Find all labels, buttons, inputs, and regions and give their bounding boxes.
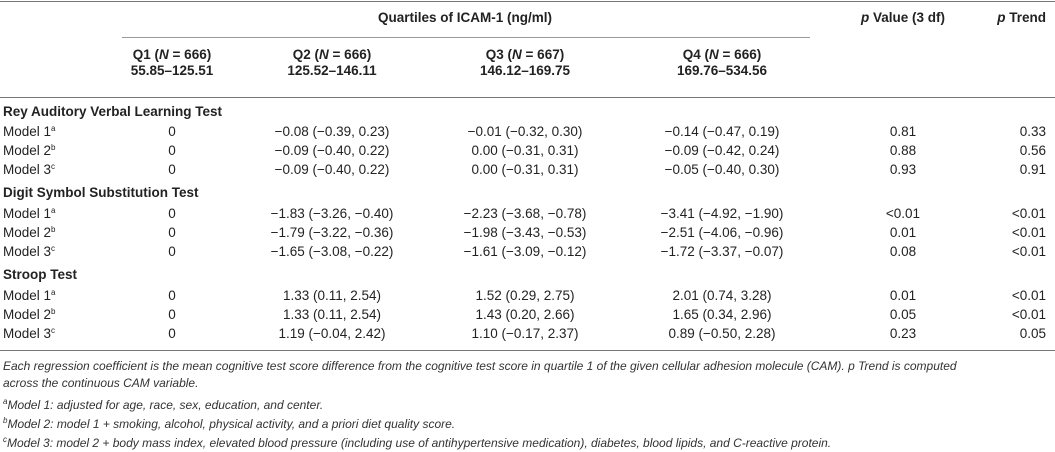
- cell-q2: 1.19 (−0.04, 2.42): [278, 326, 386, 341]
- cell-q2: −0.08 (−0.39, 0.23): [274, 124, 390, 139]
- cell-q4: 2.01 (0.74, 3.28): [672, 288, 772, 303]
- cell-p-value: 0.23: [889, 326, 917, 341]
- cell-p-trend: <0.01: [1011, 225, 1046, 240]
- q4-header: Q4 (N = 666) 169.76–534.56: [676, 47, 768, 78]
- cell-q3: −2.23 (−3.68, −0.78): [463, 206, 587, 221]
- section-title-stroop: Stroop Test: [3, 267, 77, 282]
- footnote-main: Each regression coefficient is the mean …: [3, 358, 957, 392]
- cell-q2: −1.79 (−3.22, −0.36): [270, 225, 394, 240]
- cell-p-trend: 0.91: [1019, 162, 1046, 177]
- quartiles-group-header: Quartiles of ICAM-1 (ng/ml): [377, 10, 552, 25]
- cell-q2: 1.33 (0.11, 2.54): [282, 288, 382, 303]
- footnote-c: cModel 3: model 2 + body mass index, ele…: [3, 435, 832, 451]
- cell-q4: −3.41 (−4.92, −1.90): [660, 206, 784, 221]
- cell-q3: 1.43 (0.20, 2.66): [475, 307, 575, 322]
- p-value-header: p Value (3 df): [860, 10, 946, 25]
- cell-q3: −1.98 (−3.43, −0.53): [463, 225, 587, 240]
- cell-q3: −1.61 (−3.09, −0.12): [463, 244, 587, 259]
- cell-q1: 0: [168, 143, 176, 158]
- cell-p-value: 0.93: [889, 162, 917, 177]
- row-label: Model 1a: [3, 124, 56, 139]
- cell-p-value: 0.88: [889, 143, 917, 158]
- cell-q4: −0.14 (−0.47, 0.19): [664, 124, 780, 139]
- cell-q4: −0.05 (−0.40, 0.30): [664, 162, 780, 177]
- quartile-group-rule: [122, 37, 810, 38]
- row-label: Model 2b: [3, 143, 56, 158]
- cell-p-value: 0.01: [889, 288, 917, 303]
- cell-q1: 0: [168, 288, 176, 303]
- cell-q4: −0.09 (−0.42, 0.24): [664, 143, 780, 158]
- cell-p-trend: <0.01: [1011, 244, 1046, 259]
- cell-q1: 0: [168, 244, 176, 259]
- cell-q1: 0: [168, 206, 176, 221]
- cell-q4: 0.89 (−0.50, 2.28): [668, 326, 776, 341]
- cell-p-value: 0.08: [889, 244, 917, 259]
- cell-q2: −0.09 (−0.40, 0.22): [274, 143, 390, 158]
- cell-p-trend: 0.56: [1019, 143, 1046, 158]
- cell-q2: −1.83 (−3.26, −0.40): [270, 206, 394, 221]
- cell-q3: 0.00 (−0.31, 0.31): [471, 143, 579, 158]
- section-title-ravlt: Rey Auditory Verbal Learning Test: [3, 104, 223, 119]
- cell-p-trend: <0.01: [1011, 307, 1046, 322]
- cell-q4: 1.65 (0.34, 2.96): [672, 307, 772, 322]
- cell-q1: 0: [168, 124, 176, 139]
- row-label: Model 3c: [3, 244, 56, 259]
- q3-header: Q3 (N = 667) 146.12–169.75: [479, 47, 571, 78]
- row-label: Model 2b: [3, 307, 56, 322]
- q2-header: Q2 (N = 666) 125.52–146.11: [287, 47, 377, 78]
- cell-q4: −2.51 (−4.06, −0.96): [660, 225, 784, 240]
- section-title-dsst: Digit Symbol Substitution Test: [3, 185, 199, 200]
- cell-p-trend: <0.01: [1011, 288, 1046, 303]
- cell-q2: 1.33 (0.11, 2.54): [282, 307, 382, 322]
- table-bottom-rule: [0, 350, 1055, 351]
- cell-q3: 0.00 (−0.31, 0.31): [471, 162, 579, 177]
- cell-q3: 1.10 (−0.17, 2.37): [471, 326, 579, 341]
- row-label: Model 3c: [3, 326, 56, 341]
- footnote-a: aModel 1: adjusted for age, race, sex, e…: [3, 397, 324, 413]
- row-label: Model 1a: [3, 288, 56, 303]
- p-trend-header: p Trend: [997, 10, 1046, 25]
- q1-header: Q1 (N = 666) 55.85–125.51: [130, 47, 214, 78]
- header-bottom-rule: [0, 97, 1055, 98]
- cell-p-trend: 0.33: [1019, 124, 1046, 139]
- cell-q2: −1.65 (−3.08, −0.22): [270, 244, 394, 259]
- cell-p-value: 0.05: [889, 307, 917, 322]
- footnote-main-line-2: across the continuous CAM variable.: [3, 376, 199, 390]
- footnote-main-line-1: Each regression coefficient is the mean …: [3, 359, 957, 373]
- cell-q1: 0: [168, 162, 176, 177]
- cell-p-trend: <0.01: [1011, 206, 1046, 221]
- cell-p-trend: 0.05: [1019, 326, 1046, 341]
- cell-q1: 0: [168, 225, 176, 240]
- cell-p-value: 0.01: [889, 225, 917, 240]
- cell-q3: 1.52 (0.29, 2.75): [475, 288, 575, 303]
- cell-q3: −0.01 (−0.32, 0.30): [467, 124, 583, 139]
- cell-q1: 0: [168, 307, 176, 322]
- row-label: Model 2b: [3, 225, 56, 240]
- cell-q1: 0: [168, 326, 176, 341]
- row-label: Model 1a: [3, 206, 56, 221]
- cell-p-value: 0.81: [889, 124, 917, 139]
- row-label: Model 3c: [3, 162, 56, 177]
- cell-q2: −0.09 (−0.40, 0.22): [274, 162, 390, 177]
- table-top-rule: [0, 1, 1055, 2]
- cell-q4: −1.72 (−3.37, −0.07): [660, 244, 784, 259]
- footnote-b: bModel 2: model 1 + smoking, alcohol, ph…: [3, 416, 456, 432]
- cell-p-value: <0.01: [885, 206, 921, 221]
